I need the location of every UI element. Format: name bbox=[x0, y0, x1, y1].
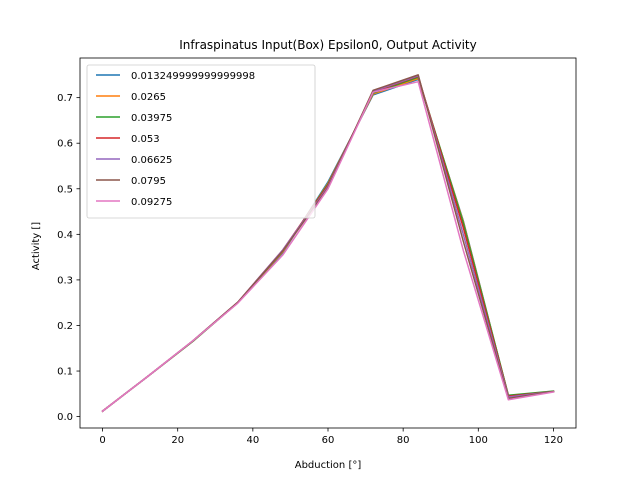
legend-label-1: 0.013249999999999998 bbox=[131, 71, 255, 82]
y-axis-label: Activity [] bbox=[31, 222, 42, 270]
x-tick-label: 20 bbox=[171, 435, 184, 446]
x-tick-label: 100 bbox=[469, 435, 488, 446]
series-line-7 bbox=[101, 80, 555, 413]
x-tick-label: 60 bbox=[322, 435, 335, 446]
x-tick-label: 0 bbox=[99, 435, 105, 446]
x-tick-label: 80 bbox=[397, 435, 410, 446]
plot-lines bbox=[101, 74, 555, 413]
y-tick-label: 0.0 bbox=[57, 412, 73, 423]
x-tick-label: 120 bbox=[544, 435, 563, 446]
legend-label-6: 0.0795 bbox=[131, 176, 166, 187]
legend-label-2: 0.0265 bbox=[131, 92, 166, 103]
y-tick-label: 0.2 bbox=[57, 321, 73, 332]
y-tick-label: 0.4 bbox=[57, 230, 73, 241]
legend-label-4: 0.053 bbox=[131, 134, 160, 145]
legend-label-5: 0.06625 bbox=[131, 155, 172, 166]
y-tick-label: 0.7 bbox=[57, 93, 73, 104]
y-tick-label: 0.3 bbox=[57, 275, 73, 286]
x-tick-label: 40 bbox=[246, 435, 259, 446]
x-axis-label: Abduction [°] bbox=[295, 460, 362, 471]
legend-label-7: 0.09275 bbox=[131, 197, 172, 208]
chart-title: Infraspinatus Input(Box) Epsilon0, Outpu… bbox=[179, 38, 476, 52]
y-tick-label: 0.6 bbox=[57, 139, 73, 150]
legend-label-3: 0.03975 bbox=[131, 113, 172, 124]
y-tick-label: 0.1 bbox=[57, 367, 73, 378]
legend: 0.013249999999999998 0.0265 0.03975 0.053 0.… bbox=[86, 64, 316, 219]
legend-box bbox=[86, 64, 316, 219]
axes: 0 20 40 60 80 100 120 0.0 0.1 0.2 0.3 0.4 0.5 0.6 0.7 bbox=[57, 57, 577, 446]
y-tick-label: 0.5 bbox=[57, 184, 73, 195]
